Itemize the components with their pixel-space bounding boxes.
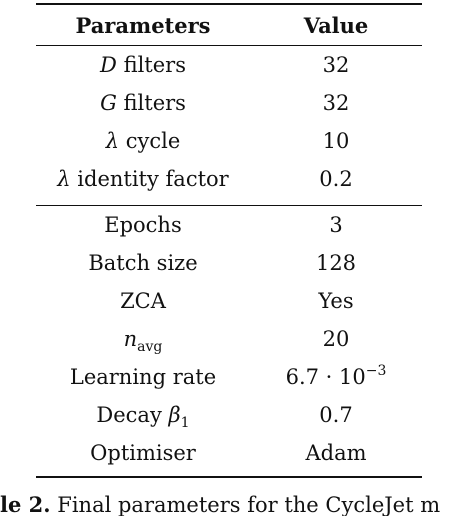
caption-text: Final parameters for the CycleJet m: [57, 494, 441, 516]
param-label: Optimiser: [90, 440, 196, 465]
param-symbol: β: [168, 402, 181, 427]
header-value: Value: [303, 12, 369, 38]
table-row: navg 20: [36, 320, 422, 358]
param-label: Epochs: [104, 212, 182, 237]
header-rule: [36, 45, 422, 46]
param-label: filters: [123, 90, 186, 115]
param-cell: Decay β1: [36, 402, 250, 430]
value-base: 6.7 · 10: [285, 364, 366, 389]
value-cell: 0.7: [319, 402, 353, 427]
table-row: λ cycle 10: [36, 122, 422, 160]
group-separator-rule: [36, 205, 422, 206]
table-caption: le 2. Final parameters for the CycleJet …: [0, 494, 458, 516]
caption-label: le 2.: [0, 494, 51, 516]
value-cell: 10: [322, 128, 350, 153]
param-label: Batch size: [88, 250, 198, 275]
param-cell: λ identity factor: [36, 166, 250, 191]
table-row: ZCA Yes: [36, 282, 422, 320]
param-label: filters: [123, 52, 186, 77]
value-cell: 20: [322, 326, 350, 351]
param-label: Decay: [96, 402, 162, 427]
param-subscript: 1: [180, 414, 190, 431]
value-exponent: −3: [365, 362, 387, 379]
param-cell: λ cycle: [36, 128, 250, 153]
param-symbol: λ: [105, 128, 120, 153]
param-label: identity factor: [77, 166, 229, 191]
parameters-table: Parameters Value D filters 32 G filters …: [36, 3, 422, 478]
value-cell: Adam: [305, 440, 367, 465]
value-cell: 6.7 · 10−3: [250, 364, 422, 389]
table-row: Optimiser Adam: [36, 434, 422, 472]
param-label: ZCA: [120, 288, 166, 313]
value-cell: 3: [329, 212, 343, 237]
table-row: Epochs 3: [36, 206, 422, 244]
param-label: Learning rate: [69, 364, 217, 389]
header-parameters: Parameters: [75, 12, 211, 38]
table-header-row: Parameters Value: [36, 5, 422, 45]
value-cell: 32: [322, 90, 350, 115]
param-symbol: D: [100, 52, 117, 77]
param-cell: navg: [36, 326, 250, 354]
param-symbol: G: [100, 90, 117, 115]
param-label: cycle: [125, 128, 181, 153]
table-row: Batch size 128: [36, 244, 422, 282]
param-subscript: avg: [137, 338, 163, 355]
value-cell: 32: [322, 52, 350, 77]
value-cell: 128: [315, 250, 357, 275]
param-cell: D filters: [36, 52, 250, 77]
param-cell: G filters: [36, 90, 250, 115]
table-row: G filters 32: [36, 84, 422, 122]
value-cell: Yes: [318, 288, 354, 313]
value-cell: 0.2: [319, 166, 353, 191]
param-symbol: λ: [57, 166, 71, 191]
table-row: Learning rate 6.7 · 10−3: [36, 358, 422, 396]
table-row: D filters 32: [36, 46, 422, 84]
bottom-rule: [36, 476, 422, 478]
top-rule: [36, 3, 422, 5]
param-symbol: n: [123, 326, 138, 351]
table-row: λ identity factor 0.2: [36, 160, 422, 198]
table-row: Decay β1 0.7: [36, 396, 422, 434]
